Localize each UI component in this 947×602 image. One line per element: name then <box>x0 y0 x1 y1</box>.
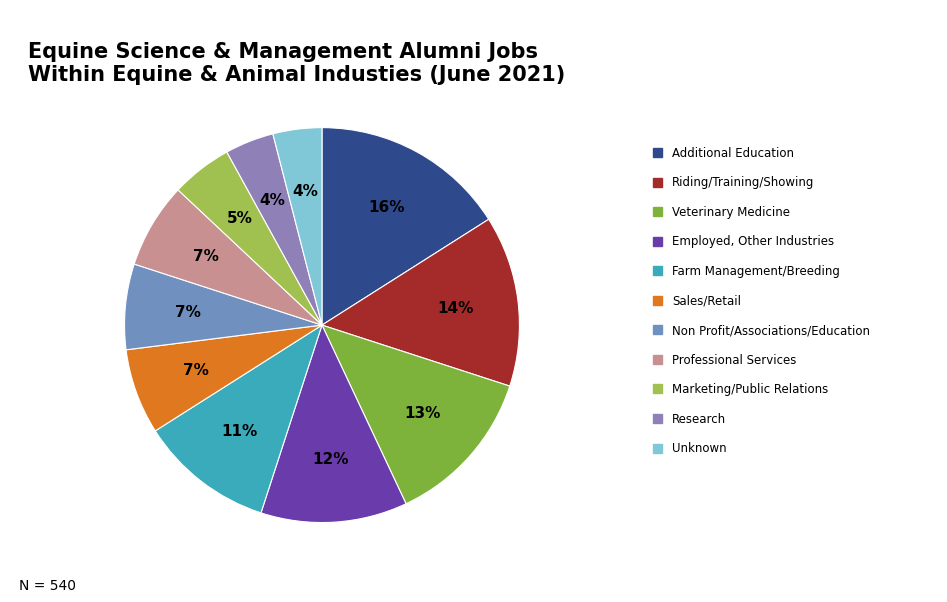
Wedge shape <box>322 219 520 386</box>
Text: 4%: 4% <box>293 184 318 199</box>
Text: 7%: 7% <box>183 363 208 378</box>
Text: 5%: 5% <box>226 211 253 226</box>
Text: 14%: 14% <box>437 301 474 316</box>
Wedge shape <box>227 134 322 325</box>
Text: N = 540: N = 540 <box>19 579 76 593</box>
Wedge shape <box>134 190 322 325</box>
Wedge shape <box>261 325 406 523</box>
Wedge shape <box>322 128 489 325</box>
Text: 7%: 7% <box>175 305 202 320</box>
Text: 7%: 7% <box>193 249 220 264</box>
Text: 16%: 16% <box>368 200 405 215</box>
Legend: Additional Education, Riding/Training/Showing, Veterinary Medicine, Employed, Ot: Additional Education, Riding/Training/Sh… <box>647 141 876 461</box>
Wedge shape <box>126 325 322 431</box>
Wedge shape <box>273 128 322 325</box>
Wedge shape <box>178 152 322 325</box>
Text: 11%: 11% <box>222 424 258 439</box>
Wedge shape <box>322 325 509 504</box>
Wedge shape <box>155 325 322 513</box>
Text: 12%: 12% <box>313 452 348 467</box>
Text: Equine Science & Management Alumni Jobs
Within Equine & Animal Industies (June 2: Equine Science & Management Alumni Jobs … <box>28 42 565 85</box>
Text: 4%: 4% <box>259 193 285 208</box>
Text: 13%: 13% <box>404 406 441 421</box>
Wedge shape <box>124 264 322 350</box>
